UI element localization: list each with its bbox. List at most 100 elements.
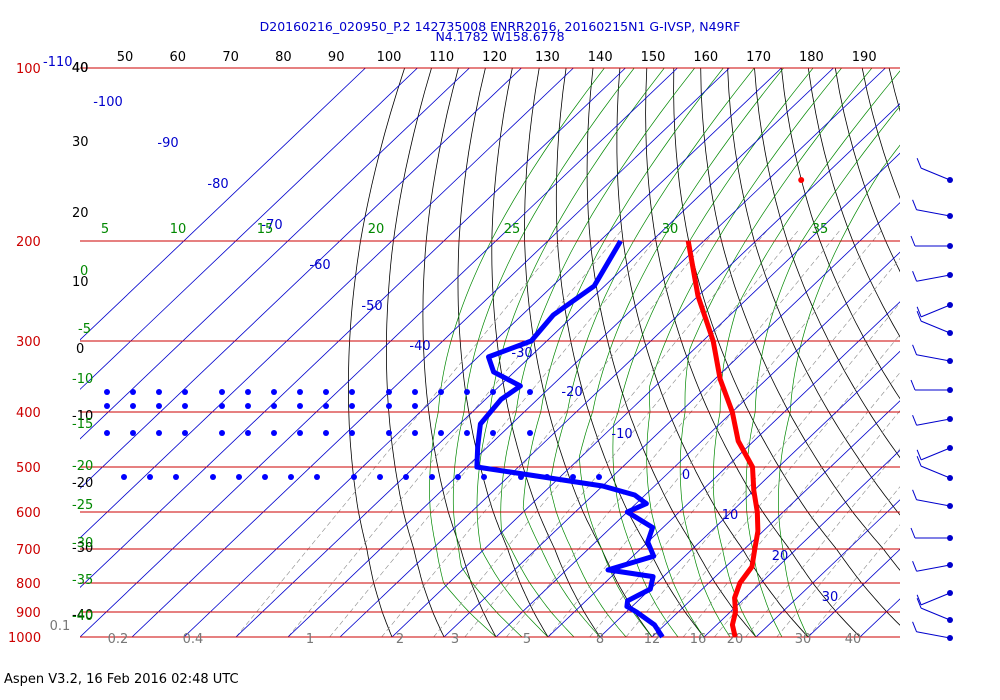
dry-adiabat [586,68,757,637]
mixing-ratio-line [807,524,900,637]
wind-barb-staff [916,354,951,362]
wind-barb-feather [916,455,922,467]
dry-adiabat [673,68,900,626]
dewpoint-point [219,389,225,395]
left-temp-label: -20 [72,476,93,491]
wind-barb-feather [912,271,918,282]
left-temp-label: 30 [72,135,89,150]
chart-subtitle: N4.1782 W158.6778 [435,29,564,44]
theta-label: 10 [170,222,187,237]
wind-barb-feather [912,489,918,500]
wind-barb-staff [920,447,951,461]
pressure-label: 1000 [8,631,41,646]
dewpoint-point [323,389,329,395]
isotherm-label: -30 [511,346,532,361]
wind-barb-staff [920,320,951,334]
mixing-ratio-label: 12 [644,632,661,647]
dewpoint-point [314,474,320,480]
left-temp-label: -10 [72,409,93,424]
wind-barb-feather [910,235,916,247]
dry-adiabat [422,68,497,637]
wind-barb-staff [920,592,951,606]
dewpoint-point [349,403,355,409]
isotherm-line [80,68,418,390]
mixing-ratio-line [776,486,900,637]
moist-adiabat [745,105,900,637]
dry-adiabat [807,68,900,338]
dewpoint-point [219,430,225,436]
moist-adiabat [429,68,605,637]
dewpoint-point [429,474,435,480]
isotherm-label: -40 [409,339,430,354]
temperature-point [798,177,805,183]
mixing-ratio-label: 0.1 [50,619,71,634]
dewpoint-point [438,430,444,436]
dewpoint-point [386,430,392,436]
pressure-label: 100 [16,62,41,77]
dewpoint-point [271,389,277,395]
theta-label: 35 [812,222,829,237]
theta-label: 30 [662,222,679,237]
wind-barb-feather [916,306,922,318]
dry-adiabat [645,68,861,637]
dewpoint-point [121,474,127,480]
dewpoint-point [323,403,329,409]
dewpoint-point [481,474,487,480]
dewpoint-point [182,389,188,395]
dewpoint-point [386,403,392,409]
top-axis-label: 190 [852,50,877,65]
isotherm-label: -100 [93,95,123,110]
isotherm-line [80,68,470,440]
mixing-ratio-label: 3 [451,632,459,647]
pressure-label: 700 [16,543,41,558]
left-theta-label: -25 [72,498,93,513]
dewpoint-point [147,474,153,480]
dewpoint-point [596,474,602,480]
top-axis-label: 110 [429,50,454,65]
mixing-ratio-label: 5 [523,632,531,647]
temperature-series [685,177,805,638]
top-axis-label: 140 [588,50,613,65]
dewpoint-point [182,430,188,436]
pressure-label: 500 [16,461,41,476]
top-axis-label: 120 [482,50,507,65]
dewpoint-point [349,430,355,436]
isotherm-label: 30 [822,590,839,605]
dry-adiabat [524,68,653,637]
isotherm-line [807,548,900,637]
temperature-line [685,240,761,638]
wind-barbs [910,157,953,641]
wind-barb-staff [916,499,951,507]
dry-adiabat [457,68,549,637]
mixing-ratio-label: 2 [396,632,404,647]
isotherm-line [599,350,900,637]
isotherm-label: -20 [561,385,582,400]
isotherm-line [80,68,626,589]
left-theta-label: -30 [72,536,93,551]
dewpoint-point [464,389,470,395]
dewpoint-point [490,389,496,395]
wind-barb-staff [916,631,951,639]
dewpoint-point [271,403,277,409]
dewpoint-point [219,403,225,409]
top-axis-label: 170 [746,50,771,65]
left-theta-label: -10 [72,372,93,387]
wind-barb-feather [912,621,918,632]
top-extra-label: -110 [43,55,73,70]
isotherm-line [235,68,834,637]
mixing-ratio-line [714,410,900,637]
dry-adiabat [555,68,705,637]
pressure-label: 900 [16,606,41,621]
isotherm-line [80,68,522,489]
pressure-label: 300 [16,335,41,350]
theta-label: 15 [257,222,274,237]
mixing-ratio-line [651,334,900,637]
dry-adiabat [916,68,1000,637]
dry-adiabat [386,68,445,637]
wind-barb-feather [912,199,918,210]
dewpoint-point [527,389,533,395]
isotherm-label: -70 [261,218,282,233]
moist-adiabat [452,68,635,637]
